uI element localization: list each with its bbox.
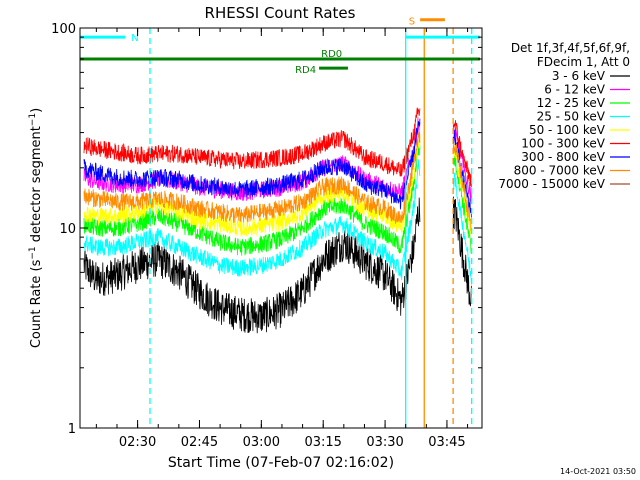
legend-entry-50-100-kev: 50 - 100 keV: [529, 123, 606, 137]
y-tick-label: 10: [59, 222, 76, 237]
y-axis-label-end: ): [29, 108, 44, 113]
y-axis-label-main: Count Rate (s: [29, 259, 44, 348]
legend-entry-100-300-kev: 100 - 300 keV: [521, 137, 605, 151]
series-line-25-50-kev-after-gap: [452, 171, 472, 285]
series-line-3-6-kev: [83, 197, 421, 334]
y-axis-label: Count Rate (s−1 detector segment−1): [28, 108, 44, 348]
legend-entry-25-50-kev: 25 - 50 keV: [537, 110, 606, 124]
series-line-800-7000-kev: [83, 132, 421, 224]
legend-entry-800-7000-kev: 800 - 7000 keV: [514, 164, 606, 178]
x-tick-label: 02:30: [119, 435, 156, 450]
series-line-800-7000-kev-after-gap: [452, 143, 472, 232]
x-tick-label: 03:45: [428, 435, 465, 450]
legend-header-line-1: Det 1f,3f,4f,5f,6f,9f,: [511, 41, 630, 55]
series-line-300-800-kev: [83, 118, 421, 210]
legend: Det 1f,3f,4f,5f,6f,9f, FDecim 1, Att 0 3…: [498, 41, 630, 191]
y-axis-label-middle: detector segment: [29, 126, 44, 246]
x-tick-label: 03:00: [243, 435, 280, 450]
series-line-100-300-kev: [83, 107, 421, 177]
overlay-markers: N RD0 RD4 S: [80, 17, 480, 428]
footer-timestamp: 14-Oct-2021 03:50: [560, 467, 636, 476]
plot-area: N RD0 RD4 S 1 10 100 02:30 02:45 03:00 03:15 03:30…: [51, 17, 483, 450]
overlay-bar-label-s: S: [409, 17, 415, 28]
legend-entry-300-800-kev: 300 - 800 keV: [521, 150, 605, 164]
series-line-100-300-kev-after-gap: [452, 120, 472, 187]
y-axis-label-exponent-1: −1: [28, 246, 38, 259]
y-tick-label: 1: [68, 422, 76, 437]
overlay-bar-label-rd0: RD0: [321, 49, 342, 60]
series-line-25-50-kev: [83, 159, 421, 281]
legend-entry-12-25-kev: 12 - 25 keV: [537, 96, 606, 110]
y-axis-label-exponent-2: −1: [28, 113, 38, 126]
series-curves: [83, 107, 472, 334]
overlay-bar-label-rd4: RD4: [295, 65, 316, 76]
legend-entry-6-12-kev: 6 - 12 keV: [544, 83, 606, 97]
series-line-50-100-kev: [83, 133, 421, 237]
y-tick-label: 100: [51, 22, 76, 37]
series-line-12-25-kev-after-gap: [452, 153, 472, 254]
axes: 1 10 100 02:30 02:45 03:00 03:15 03:30 03:45: [51, 22, 482, 450]
legend-entry-3-6-kev: 3 - 6 keV: [552, 69, 606, 83]
series-line-12-25-kev: [83, 140, 421, 256]
x-axis-label: Start Time (07-Feb-07 02:16:02): [168, 455, 394, 471]
overlay-bar-label-n: N: [131, 33, 138, 44]
series-line-50-100-kev-after-gap: [452, 145, 472, 235]
series-line-3-6-kev-after-gap: [452, 196, 472, 307]
x-tick-label: 03:30: [366, 435, 403, 450]
chart-title: RHESSI Count Rates: [205, 4, 356, 22]
x-tick-label: 03:15: [304, 435, 341, 450]
x-tick-label: 02:45: [181, 435, 218, 450]
legend-entry-7000-15000-kev: 7000 - 15000 keV: [498, 177, 605, 191]
legend-header-line-2: FDecim 1, Att 0: [537, 55, 630, 69]
